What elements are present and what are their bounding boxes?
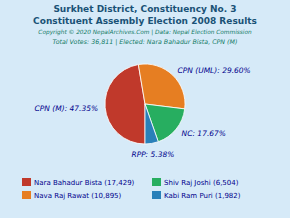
legend-swatch: [152, 191, 161, 199]
pie: [105, 64, 185, 144]
slice: [105, 65, 145, 144]
slice: [145, 104, 158, 144]
legend-swatch: [152, 178, 161, 186]
legend: Nara Bahadur Bista (17,429) Nava Raj Rawa…: [22, 178, 241, 200]
legend-label: Nava Raj Rawat (10,895): [34, 192, 122, 200]
legend-label: Nara Bahadur Bista (17,429): [34, 179, 135, 187]
annotation: Total Votes: 36,811 | Elected: Nara Baha…: [53, 38, 238, 46]
legend-label: Kabi Ram Puri (1,982): [164, 192, 241, 200]
subtitle: Constituent Assembly Election 2008 Resul…: [33, 16, 257, 26]
legend-label: Shiv Raj Joshi (6,504): [164, 179, 239, 187]
legend-swatch: [22, 191, 31, 199]
chart: Surkhet District, Constituency No. 3 Cons…: [0, 0, 290, 218]
slice-label: NC: 17.67%: [182, 129, 226, 138]
title: Surkhet District, Constituency No. 3: [53, 4, 236, 14]
slice-label: CPN (UML): 29.60%: [177, 66, 250, 75]
slice-label: RPP: 5.38%: [131, 150, 174, 159]
legend-swatch: [22, 178, 31, 186]
annotation: Copyright © 2020 NepalArchives.Com | Dat…: [38, 29, 252, 36]
slice-label: CPN (M): 47.35%: [35, 104, 99, 113]
